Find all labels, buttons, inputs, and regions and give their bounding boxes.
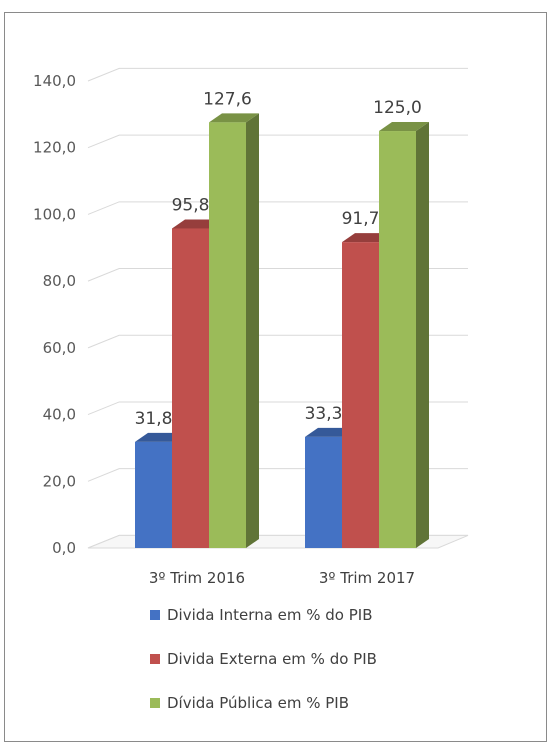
data-label: 125,0 xyxy=(373,98,422,118)
legend-label: Divida Externa em % do PIB xyxy=(167,650,377,668)
legend-item: Dívida Pública em % PIB xyxy=(150,694,349,712)
bar xyxy=(209,113,259,548)
legend-label: Dívida Pública em % PIB xyxy=(167,694,349,712)
category-labels: 3º Trim 2016 3º Trim 2017 xyxy=(149,569,415,587)
gridline xyxy=(87,134,468,149)
y-tick-label: 40,0 xyxy=(43,406,76,424)
y-tick-label: 20,0 xyxy=(43,472,76,490)
data-label: 91,7 xyxy=(342,209,380,229)
gridline xyxy=(87,201,468,215)
chart-frame xyxy=(4,12,547,742)
bars xyxy=(135,113,429,549)
bar-front xyxy=(172,228,209,548)
bar-front xyxy=(209,122,246,548)
data-label: 127,6 xyxy=(203,89,252,109)
legend-swatch xyxy=(150,654,160,664)
y-tick-label: 120,0 xyxy=(33,139,76,157)
bar-front xyxy=(305,436,342,548)
y-tick-label: 0,0 xyxy=(52,539,76,557)
data-labels: 31,8 95,8 127,6 33,3 91,7 125,0 xyxy=(135,89,422,429)
bar-front xyxy=(379,131,416,549)
bar-front xyxy=(342,242,379,549)
data-label: 33,3 xyxy=(305,404,343,424)
bar-side xyxy=(416,122,429,549)
y-tick-label: 100,0 xyxy=(33,205,76,223)
bar xyxy=(379,122,429,549)
category-label: 3º Trim 2017 xyxy=(319,569,415,587)
gridline xyxy=(87,67,468,82)
y-axis-ticks: 0,0 20,0 40,0 60,0 80,0 100,0 120,0 140,0 xyxy=(33,72,76,557)
legend-swatch xyxy=(150,610,160,620)
legend-swatch xyxy=(150,698,160,708)
y-tick-label: 140,0 xyxy=(33,72,76,90)
legend-label: Divida Interna em % do PIB xyxy=(167,606,373,624)
category-label: 3º Trim 2016 xyxy=(149,569,245,587)
y-tick-label: 60,0 xyxy=(43,339,76,357)
bar-front xyxy=(135,441,172,548)
legend-item: Divida Externa em % do PIB xyxy=(150,650,377,668)
bar-side xyxy=(246,113,259,548)
y-tick-label: 80,0 xyxy=(43,272,76,290)
legend-item: Divida Interna em % do PIB xyxy=(150,606,373,624)
data-label: 31,8 xyxy=(135,409,173,429)
bar-top xyxy=(209,113,259,123)
legend: Divida Interna em % do PIB Divida Externa… xyxy=(150,606,377,712)
data-label: 95,8 xyxy=(172,195,210,215)
bar-top xyxy=(379,122,429,132)
